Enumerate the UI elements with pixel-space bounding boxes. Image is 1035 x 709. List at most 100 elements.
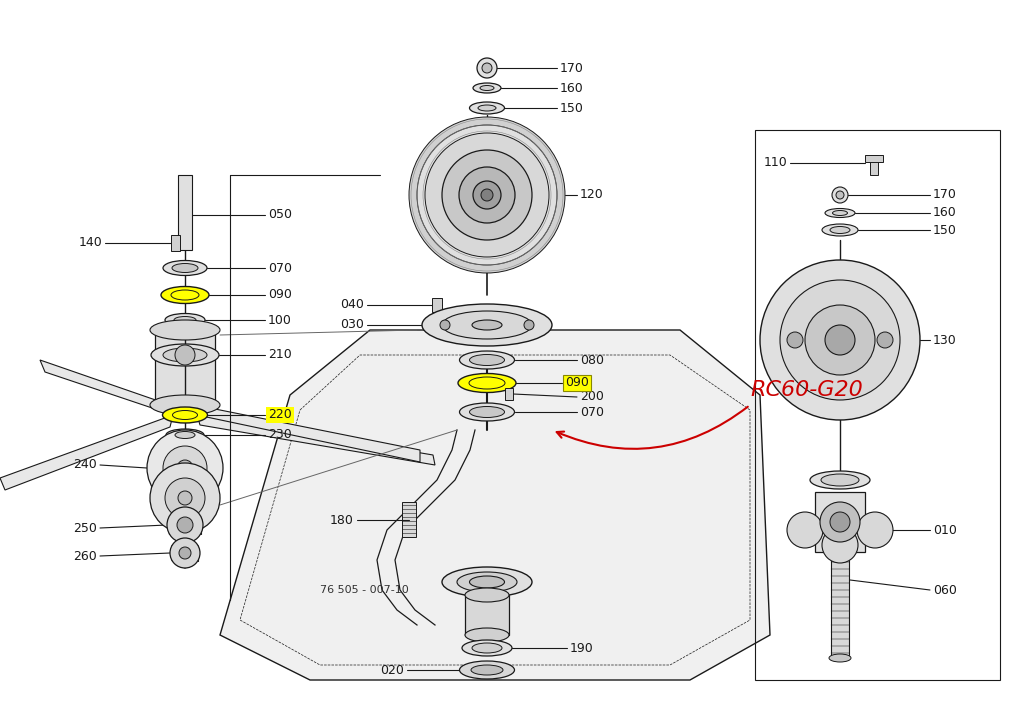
Ellipse shape — [822, 224, 858, 236]
Ellipse shape — [162, 407, 207, 423]
Text: 170: 170 — [933, 189, 957, 201]
Bar — [178, 175, 193, 250]
Ellipse shape — [442, 311, 532, 339]
Circle shape — [473, 181, 501, 209]
Text: 060: 060 — [933, 584, 957, 596]
Circle shape — [147, 430, 223, 506]
Circle shape — [477, 58, 497, 78]
Ellipse shape — [821, 474, 859, 486]
Text: 210: 210 — [268, 349, 292, 362]
Ellipse shape — [825, 208, 855, 218]
Text: 170: 170 — [560, 62, 584, 74]
Circle shape — [857, 512, 893, 548]
Text: 160: 160 — [560, 82, 584, 94]
Circle shape — [820, 502, 860, 542]
Text: 130: 130 — [933, 333, 956, 347]
Text: 240: 240 — [73, 459, 97, 471]
Ellipse shape — [150, 320, 220, 340]
Text: 070: 070 — [268, 262, 292, 274]
Bar — [432, 298, 442, 312]
Polygon shape — [40, 360, 173, 415]
Ellipse shape — [162, 260, 207, 276]
Text: 030: 030 — [341, 318, 364, 332]
Bar — [402, 502, 416, 537]
Ellipse shape — [161, 286, 209, 303]
Circle shape — [482, 63, 492, 73]
Text: 150: 150 — [933, 223, 957, 237]
Circle shape — [830, 512, 850, 532]
Ellipse shape — [472, 643, 502, 653]
Ellipse shape — [480, 86, 494, 91]
Polygon shape — [197, 415, 435, 465]
Circle shape — [177, 460, 193, 476]
Ellipse shape — [470, 576, 504, 588]
Bar — [505, 388, 513, 400]
Ellipse shape — [810, 471, 870, 489]
Text: 260: 260 — [73, 549, 97, 562]
Bar — [865, 155, 883, 162]
Text: 110: 110 — [763, 157, 787, 169]
Ellipse shape — [150, 395, 220, 415]
Ellipse shape — [422, 304, 552, 346]
Text: RC60-G20: RC60-G20 — [750, 380, 863, 400]
Circle shape — [760, 260, 920, 420]
Text: 100: 100 — [268, 313, 292, 327]
Text: 250: 250 — [73, 522, 97, 535]
Ellipse shape — [830, 226, 850, 233]
Polygon shape — [0, 415, 173, 490]
Circle shape — [425, 133, 549, 257]
Text: 140: 140 — [79, 237, 102, 250]
Ellipse shape — [470, 354, 504, 366]
Text: 160: 160 — [933, 206, 956, 220]
Circle shape — [170, 538, 200, 568]
Circle shape — [150, 463, 220, 533]
Text: 180: 180 — [330, 513, 354, 527]
Circle shape — [524, 320, 534, 330]
Circle shape — [175, 345, 195, 365]
Circle shape — [780, 280, 900, 400]
Ellipse shape — [174, 316, 196, 323]
Bar — [870, 155, 878, 175]
Circle shape — [836, 191, 844, 199]
Ellipse shape — [166, 429, 204, 441]
Ellipse shape — [470, 406, 504, 418]
Circle shape — [417, 125, 557, 265]
Text: 190: 190 — [570, 642, 594, 654]
Circle shape — [167, 507, 203, 543]
FancyArrowPatch shape — [557, 407, 748, 449]
Text: 010: 010 — [933, 523, 957, 537]
Bar — [171, 235, 180, 251]
Ellipse shape — [832, 211, 848, 216]
Ellipse shape — [470, 102, 504, 114]
Ellipse shape — [478, 105, 496, 111]
Ellipse shape — [459, 374, 516, 393]
Ellipse shape — [829, 654, 851, 662]
Ellipse shape — [460, 661, 514, 679]
Text: 76 505 - 007-10: 76 505 - 007-10 — [320, 585, 409, 595]
Ellipse shape — [460, 403, 514, 421]
Bar — [465, 595, 509, 635]
Ellipse shape — [462, 640, 512, 656]
Polygon shape — [220, 330, 770, 680]
Circle shape — [787, 512, 823, 548]
Polygon shape — [195, 405, 420, 462]
Ellipse shape — [472, 320, 502, 330]
Circle shape — [459, 167, 515, 223]
Circle shape — [805, 305, 875, 375]
Text: 120: 120 — [580, 189, 603, 201]
Text: 090: 090 — [565, 376, 589, 389]
Circle shape — [877, 332, 893, 348]
Ellipse shape — [465, 628, 509, 642]
Bar — [155, 330, 215, 405]
Text: 200: 200 — [580, 391, 603, 403]
Circle shape — [179, 547, 191, 559]
Circle shape — [177, 517, 193, 533]
Bar — [815, 492, 865, 552]
Text: 080: 080 — [580, 354, 604, 367]
Text: 230: 230 — [268, 428, 292, 442]
Circle shape — [787, 332, 803, 348]
Ellipse shape — [162, 348, 207, 362]
Circle shape — [165, 478, 205, 518]
Circle shape — [822, 527, 858, 563]
Ellipse shape — [172, 264, 198, 272]
